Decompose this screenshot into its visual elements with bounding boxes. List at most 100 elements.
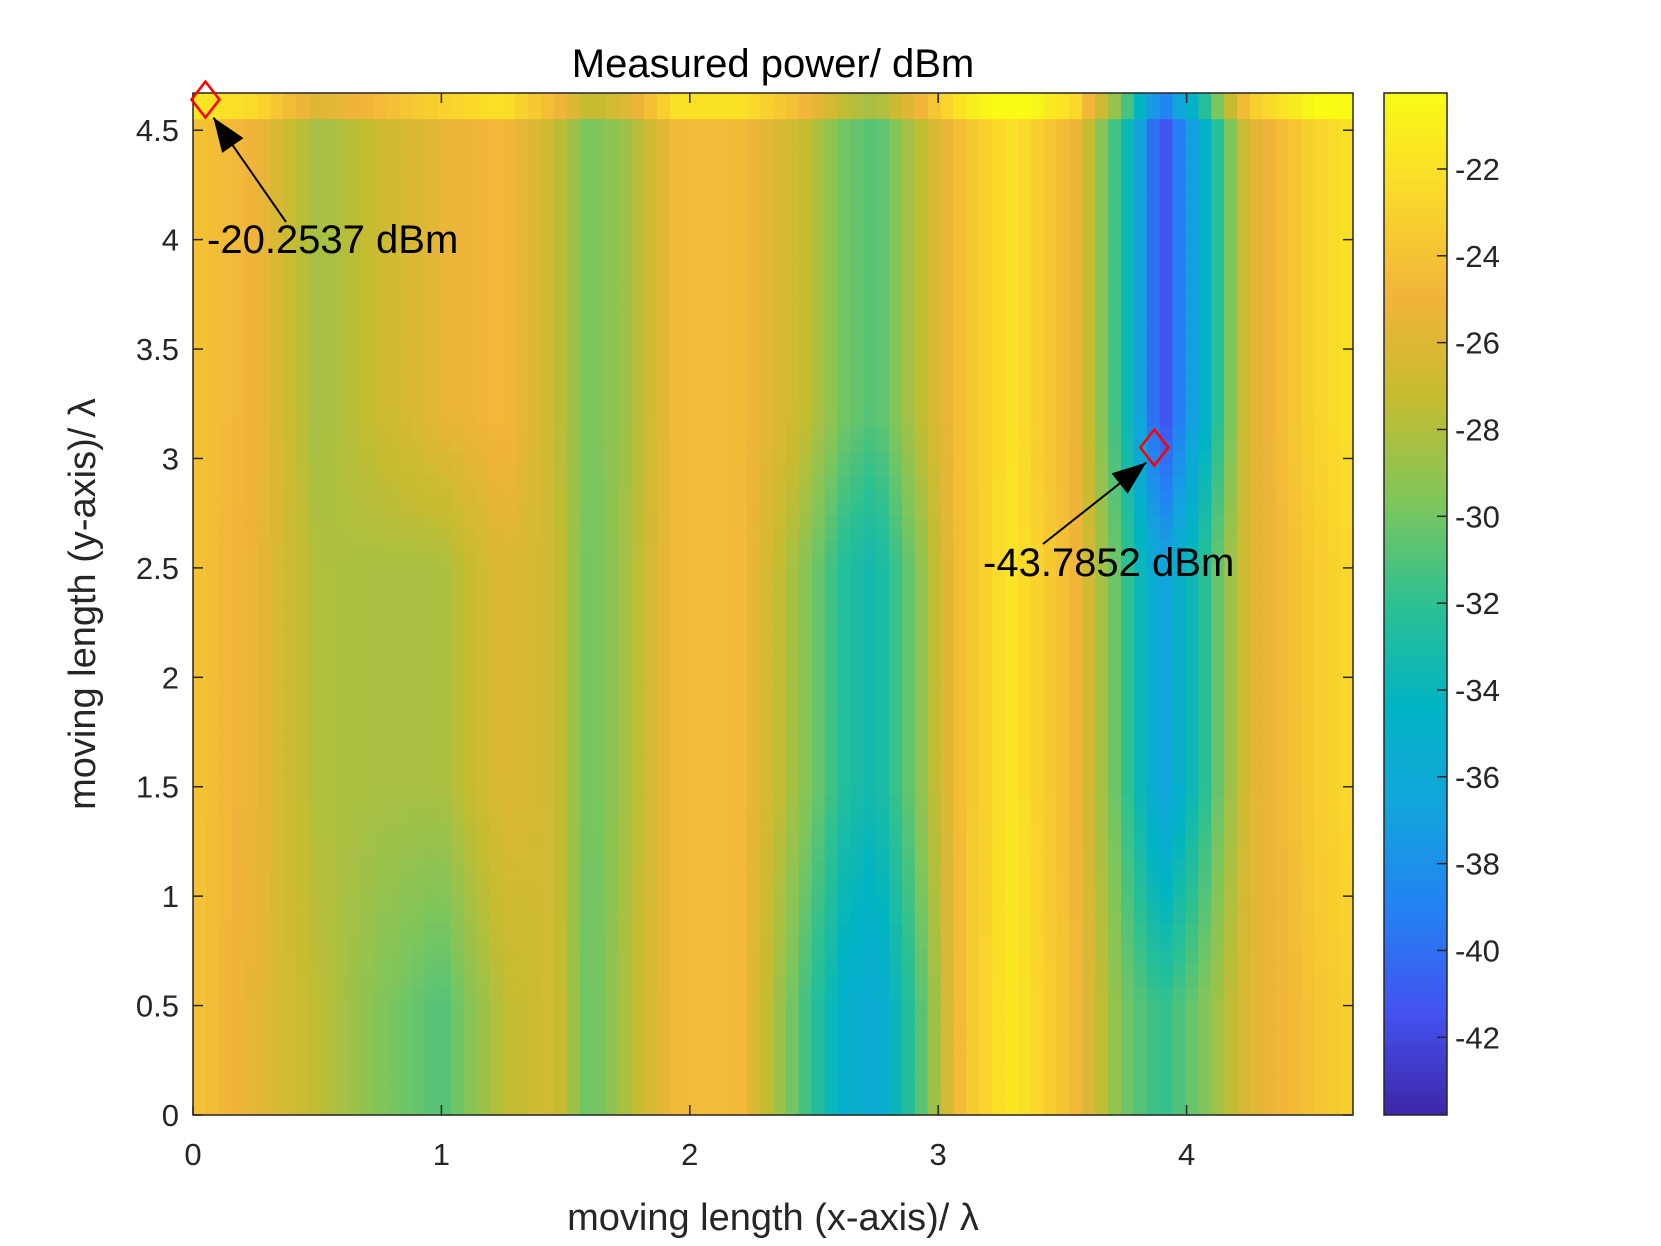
heatmap-cell <box>1017 731 1032 746</box>
heatmap-cell <box>966 833 980 848</box>
heatmap-cell <box>528 872 542 886</box>
heatmap-cell <box>940 706 955 720</box>
heatmap-cell <box>605 974 619 988</box>
heatmap-cell <box>927 1025 942 1039</box>
heatmap-cell <box>1327 1038 1341 1052</box>
heatmap-cell <box>785 757 800 771</box>
heatmap-cell <box>566 859 581 873</box>
heatmap-cell <box>1030 770 1045 784</box>
heatmap-cell <box>1288 667 1303 682</box>
heatmap-cell <box>399 1012 413 1027</box>
heatmap-cell <box>876 859 890 873</box>
heatmap-cell <box>1237 718 1251 733</box>
heatmap-cell <box>1133 667 1148 682</box>
heatmap-cell <box>876 923 890 937</box>
heatmap-cell <box>747 1063 761 1078</box>
heatmap-cell <box>450 450 465 465</box>
heatmap-cell <box>1314 412 1328 426</box>
heatmap-cell <box>824 974 839 988</box>
heatmap-cell <box>876 808 890 822</box>
heatmap-cell <box>979 770 993 784</box>
heatmap-cell <box>592 718 607 733</box>
heatmap-cell <box>1275 923 1290 937</box>
heatmap-cell <box>373 1000 387 1014</box>
heatmap-cell <box>811 655 826 669</box>
heatmap-cell <box>708 578 723 592</box>
heatmap-cell <box>296 936 310 950</box>
heatmap-cell <box>760 885 774 899</box>
heatmap-cell <box>231 770 246 784</box>
heatmap-cell <box>296 540 310 554</box>
heatmap-cell <box>1133 1012 1148 1027</box>
heatmap-cell <box>953 604 967 618</box>
heatmap-cell <box>231 501 246 516</box>
heatmap-cell <box>876 578 890 592</box>
heatmap-cell <box>1275 872 1290 886</box>
heatmap-cell <box>953 859 967 873</box>
heatmap-cell <box>1146 923 1161 937</box>
heatmap-cell <box>592 642 607 656</box>
heatmap-cell <box>1262 693 1277 707</box>
heatmap-cell <box>489 642 503 656</box>
heatmap-cell <box>489 1025 503 1039</box>
heatmap-cell <box>1172 744 1187 758</box>
heatmap-cell <box>837 987 851 1001</box>
heatmap-cell <box>824 770 839 784</box>
heatmap-cell <box>618 540 632 554</box>
heatmap-cell <box>1005 437 1019 452</box>
heatmap-cell <box>1017 987 1032 1001</box>
heatmap-cell <box>876 974 890 988</box>
heatmap-cell <box>1121 604 1135 618</box>
heatmap-cell <box>1249 680 1264 695</box>
heatmap-cell <box>798 591 813 605</box>
heatmap-cell <box>1121 552 1135 567</box>
heatmap-cell <box>489 514 503 528</box>
heatmap-cell <box>218 731 233 746</box>
heatmap-cell <box>901 885 916 899</box>
heatmap-cell <box>992 1025 1006 1039</box>
heatmap-cell <box>1043 578 1058 592</box>
heatmap-cell <box>334 923 349 937</box>
heatmap-cell <box>1211 1025 1225 1039</box>
heatmap-cell <box>425 974 439 988</box>
heatmap-cell <box>1030 821 1045 835</box>
heatmap-cell <box>695 591 710 605</box>
heatmap-cell <box>1005 680 1019 695</box>
heatmap-cell <box>940 744 955 758</box>
heatmap-cell <box>1301 987 1315 1001</box>
heatmap-cell <box>579 1051 594 1065</box>
heatmap-cell <box>1275 693 1290 707</box>
heatmap-cell <box>528 527 542 541</box>
heatmap-cell <box>901 463 916 477</box>
heatmap-cell <box>1262 463 1277 477</box>
heatmap-cell <box>334 1051 349 1065</box>
heatmap-cell <box>360 476 375 490</box>
heatmap-cell <box>644 731 658 746</box>
heatmap-cell <box>244 1051 259 1065</box>
heatmap-cell <box>321 987 336 1001</box>
heatmap-cell <box>1017 565 1032 580</box>
heatmap-cell <box>760 489 774 503</box>
heatmap-cell <box>734 885 748 899</box>
heatmap-cell <box>773 501 787 516</box>
heatmap-cell <box>1017 1000 1032 1014</box>
heatmap-cell <box>618 770 632 784</box>
heatmap-cell <box>489 1076 503 1091</box>
heatmap-cell <box>270 961 284 976</box>
heatmap-cell <box>605 936 619 950</box>
heatmap-cell <box>566 489 581 503</box>
heatmap-cell <box>863 450 877 465</box>
heatmap-cell <box>850 604 864 618</box>
heatmap-cell <box>1211 489 1225 503</box>
heatmap-cell <box>876 655 890 669</box>
heatmap-cell <box>1005 1000 1019 1014</box>
heatmap-cell <box>1133 872 1148 886</box>
heatmap-cell <box>373 463 387 477</box>
heatmap-cell <box>373 718 387 733</box>
heatmap-cell <box>927 489 942 503</box>
heatmap-cell <box>1224 808 1238 822</box>
heatmap-cell <box>1082 425 1096 439</box>
heatmap-cell <box>1030 578 1045 592</box>
heatmap-cell <box>450 552 465 567</box>
heatmap-cell <box>1030 718 1045 733</box>
